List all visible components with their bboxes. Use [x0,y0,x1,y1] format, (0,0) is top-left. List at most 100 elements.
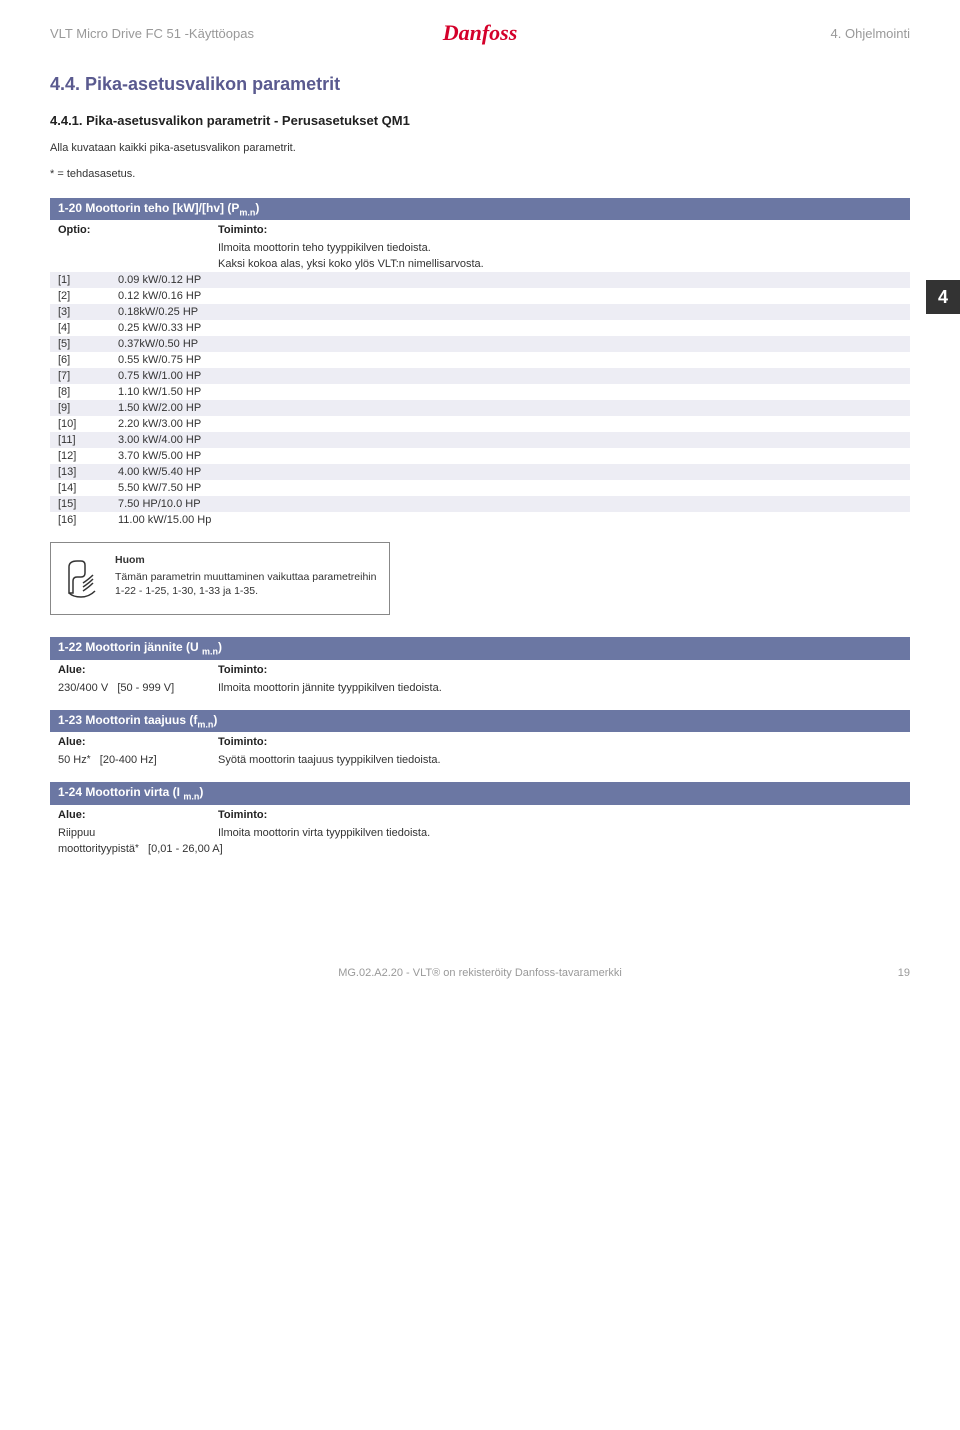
column-header-row: Alue: Toiminto: [50,660,910,680]
column-header-row: Optio: Toiminto: [50,220,910,240]
note-box: Huom Tämän parametrin muuttaminen vaikut… [50,542,390,615]
range-value: Riippuu [58,827,95,839]
title-text: 1-24 Moottorin virta (I [58,785,183,799]
col-alue: Alue: [58,664,218,676]
column-header-row: Alue: Toiminto: [50,805,910,825]
option-row: [6]0.55 kW/0.75 HP [50,352,910,368]
value-row: 230/400 V [50 - 999 V] Ilmoita moottorin… [50,680,910,696]
option-value: 0.18kW/0.25 HP [118,306,902,318]
param-block-1-22: 1-22 Moottorin jännite (U m.n) Alue: Toi… [50,637,910,695]
col-alue: Alue: [58,809,218,821]
option-index: [9] [58,402,118,414]
asterisk: * [135,843,139,854]
option-row: [2]0.12 kW/0.16 HP [50,288,910,304]
option-value: 0.12 kW/0.16 HP [118,290,902,302]
param-title-1-24: 1-24 Moottorin virta (I m.n) [50,782,910,804]
intro-text: Alla kuvataan kaikki pika-asetusvalikon … [50,142,910,154]
range-bracket: [50 - 999 V] [117,682,174,694]
option-value: 0.55 kW/0.75 HP [118,354,902,366]
title-text: 1-23 Moottorin taajuus (f [58,713,197,727]
desc-row: Kaksi kokoa alas, yksi koko ylös VLT:n n… [50,256,910,272]
title-tail: ) [218,640,222,654]
col-toiminto: Toiminto: [218,664,902,676]
option-row: [14]5.50 kW/7.50 HP [50,480,910,496]
value-row-2: moottorityypistä* [0,01 - 26,00 A] [50,841,910,857]
desc: Ilmoita moottorin virta tyyppikilven tie… [218,827,902,839]
logo: Danfoss [443,20,518,46]
page-footer: MG.02.A2.20 - VLT® on rekisteröity Danfo… [50,967,910,979]
asterisk: * [87,754,91,765]
option-row: [12]3.70 kW/5.00 HP [50,448,910,464]
param-title-1-23: 1-23 Moottorin taajuus (fm.n) [50,710,910,732]
column-header-row: Alue: Toiminto: [50,732,910,752]
option-row: [15]7.50 HP/10.0 HP [50,496,910,512]
option-row: [3]0.18kW/0.25 HP [50,304,910,320]
header-right: 4. Ohjelmointi [517,26,910,41]
title-sub: m.n [202,647,218,657]
option-row: [10]2.20 kW/3.00 HP [50,416,910,432]
option-index: [4] [58,322,118,334]
param-title-1-22: 1-22 Moottorin jännite (U m.n) [50,637,910,659]
desc: Ilmoita moottorin jännite tyyppikilven t… [218,682,902,694]
col-toiminto: Toiminto: [218,809,902,821]
option-row: [9]1.50 kW/2.00 HP [50,400,910,416]
title-tail: ) [213,713,217,727]
option-value: 1.10 kW/1.50 HP [118,386,902,398]
param-block-1-24: 1-24 Moottorin virta (I m.n) Alue: Toimi… [50,782,910,856]
option-value: 1.50 kW/2.00 HP [118,402,902,414]
option-index: [6] [58,354,118,366]
title-tail: ) [199,785,203,799]
col-toiminto: Toiminto: [218,224,902,236]
param-block-1-20: 1-20 Moottorin teho [kW]/[hv] (Pm.n) Opt… [50,198,910,528]
section-title: 4.4. Pika-asetusvalikon parametrit [50,74,910,95]
option-index: [12] [58,450,118,462]
header-left: VLT Micro Drive FC 51 -Käyttöopas [50,26,443,41]
param-block-1-23: 1-23 Moottorin taajuus (fm.n) Alue: Toim… [50,710,910,768]
option-row: [8]1.10 kW/1.50 HP [50,384,910,400]
note-body: Tämän parametrin muuttaminen vaikuttaa p… [115,570,377,598]
option-row: [5]0.37kW/0.50 HP [50,336,910,352]
note-text: Huom Tämän parametrin muuttaminen vaikut… [115,553,377,598]
logo-text: Danfoss [443,20,518,45]
option-row: [16]11.00 kW/15.00 Hp [50,512,910,528]
option-value: 0.37kW/0.50 HP [118,338,902,350]
option-index: [14] [58,482,118,494]
option-value: 0.09 kW/0.12 HP [118,274,902,286]
option-index: [15] [58,498,118,510]
title-sub: m.n [197,719,213,729]
param-title-1-20: 1-20 Moottorin teho [kW]/[hv] (Pm.n) [50,198,910,220]
title-text: 1-20 Moottorin teho [kW]/[hv] (P [58,201,239,215]
value-row: Riippuu Ilmoita moottorin virta tyyppiki… [50,825,910,841]
value-row: 50 Hz* [20-400 Hz] Syötä moottorin taaju… [50,752,910,768]
note-heading: Huom [115,553,377,567]
title-tail: ) [255,201,259,215]
range-value: 50 Hz [58,754,87,766]
legend-text: * = tehdasasetus. [50,168,910,180]
option-index: [8] [58,386,118,398]
page-header: VLT Micro Drive FC 51 -Käyttöopas Danfos… [50,20,910,46]
option-value: 3.70 kW/5.00 HP [118,450,902,462]
footer-text: MG.02.A2.20 - VLT® on rekisteröity Danfo… [90,967,870,979]
option-index: [10] [58,418,118,430]
col-alue: Alue: [58,736,218,748]
option-value: 5.50 kW/7.50 HP [118,482,902,494]
option-index: [5] [58,338,118,350]
option-index: [7] [58,370,118,382]
option-row: [7]0.75 kW/1.00 HP [50,368,910,384]
option-index: [11] [58,434,118,446]
option-value: 2.20 kW/3.00 HP [118,418,902,430]
subsection-title: 4.4.1. Pika-asetusvalikon parametrit - P… [50,113,910,128]
col-optio: Optio: [58,224,218,236]
option-index: [16] [58,514,118,526]
note-icon [63,553,103,604]
range-value-2: moottorityypistä [58,843,135,855]
desc: Syötä moottorin taajuus tyyppikilven tie… [218,754,902,766]
desc-1: Ilmoita moottorin teho tyyppikilven tied… [218,242,902,254]
chapter-badge: 4 [926,280,960,314]
range-bracket: [20-400 Hz] [100,754,157,766]
option-value: 0.75 kW/1.00 HP [118,370,902,382]
title-sub: m.n [183,792,199,802]
option-row: [13]4.00 kW/5.40 HP [50,464,910,480]
option-value: 4.00 kW/5.40 HP [118,466,902,478]
option-index: [3] [58,306,118,318]
